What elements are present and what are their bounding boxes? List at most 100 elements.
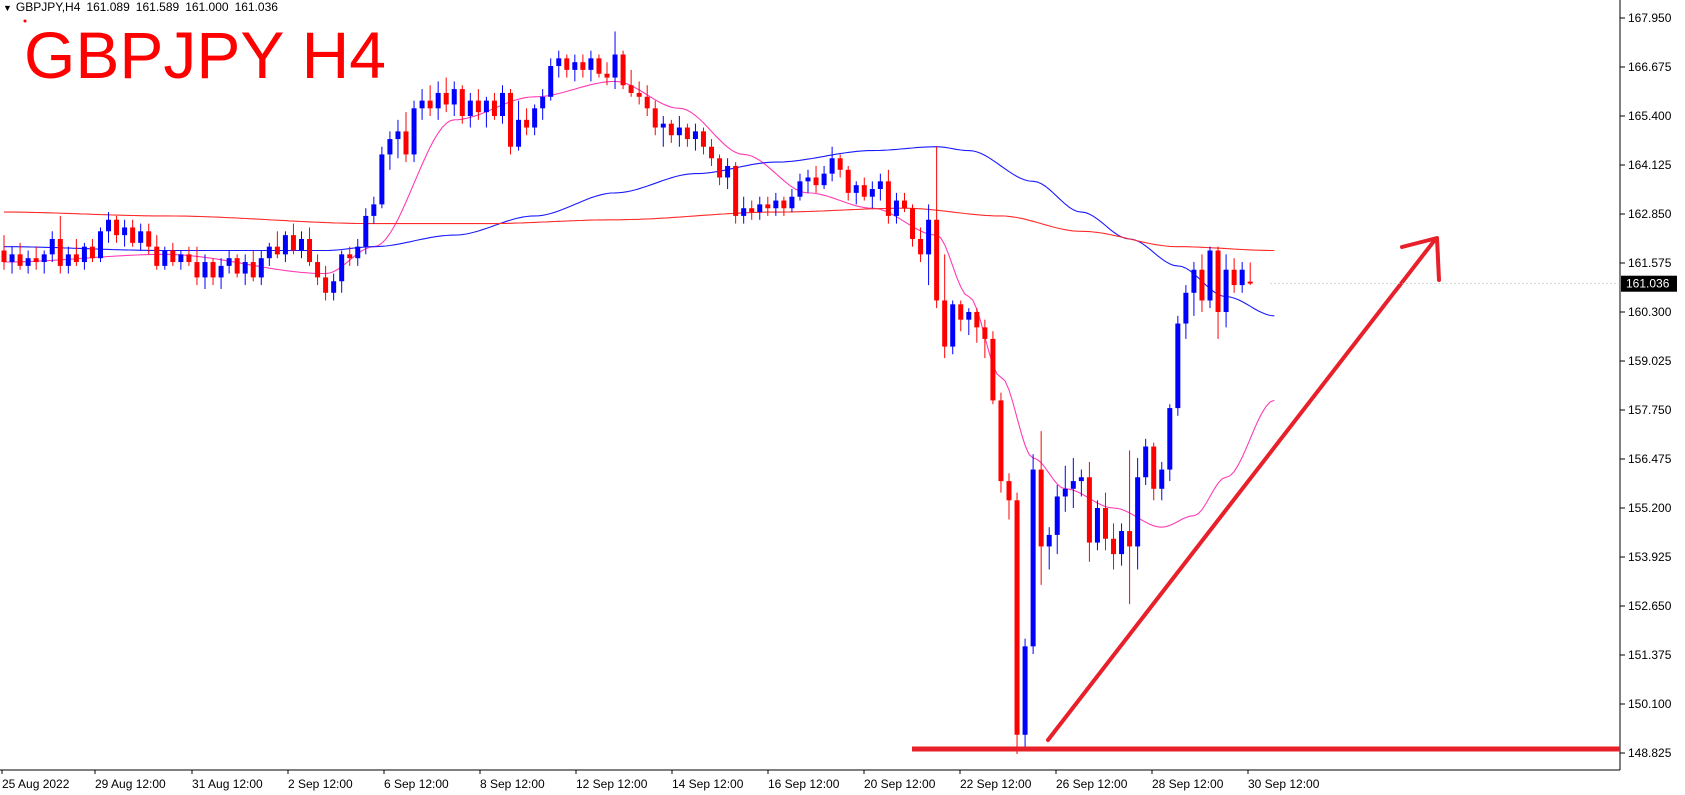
candle bbox=[532, 104, 538, 136]
candle bbox=[789, 189, 795, 213]
candle bbox=[81, 242, 87, 270]
candle-body bbox=[950, 304, 956, 347]
candle bbox=[307, 227, 313, 266]
candle bbox=[363, 208, 369, 255]
candle-body bbox=[548, 66, 554, 97]
candle-body bbox=[781, 200, 787, 209]
candle-body bbox=[741, 208, 747, 216]
candle-body bbox=[218, 265, 224, 278]
candle bbox=[1, 235, 7, 270]
candle-body bbox=[162, 250, 168, 266]
candle bbox=[499, 85, 505, 124]
candle-body bbox=[1215, 250, 1221, 312]
candle-body bbox=[315, 262, 321, 278]
high-value: 161.589 bbox=[135, 0, 180, 14]
candle-body bbox=[443, 92, 449, 105]
candle-body bbox=[395, 131, 401, 140]
candle bbox=[950, 300, 956, 355]
candle-body bbox=[934, 219, 940, 301]
candle bbox=[1062, 465, 1068, 512]
candle-body bbox=[1119, 531, 1125, 555]
candle bbox=[829, 146, 835, 182]
candle-body bbox=[982, 327, 988, 339]
candle-body bbox=[266, 246, 272, 259]
candle bbox=[861, 177, 867, 201]
y-tick-label: 167.950 bbox=[1628, 11, 1672, 25]
candle-body bbox=[998, 400, 1004, 482]
candle bbox=[556, 50, 562, 78]
candle bbox=[170, 242, 176, 266]
candle bbox=[853, 181, 859, 205]
candle bbox=[845, 165, 851, 201]
candle-body bbox=[692, 131, 698, 140]
y-tick-label: 148.825 bbox=[1628, 746, 1672, 760]
candle bbox=[1167, 404, 1173, 482]
candle-body bbox=[966, 312, 972, 320]
candle-body bbox=[805, 177, 811, 182]
candle-body bbox=[57, 238, 63, 266]
y-tick-label: 156.475 bbox=[1628, 452, 1672, 466]
candle bbox=[918, 227, 924, 263]
candle-body bbox=[81, 246, 87, 263]
candle-body bbox=[106, 219, 112, 232]
candle-body bbox=[1135, 477, 1141, 547]
candle-body bbox=[588, 58, 594, 70]
candle bbox=[1239, 262, 1245, 293]
candle-body bbox=[1143, 446, 1149, 478]
candle-body bbox=[41, 254, 47, 263]
candle bbox=[990, 331, 996, 405]
candle bbox=[1215, 246, 1221, 339]
dropdown-triangle-icon[interactable]: ▼ bbox=[3, 3, 12, 13]
candle bbox=[475, 89, 481, 120]
candle-body bbox=[307, 238, 313, 263]
candle bbox=[733, 162, 739, 224]
candle-body bbox=[628, 85, 634, 93]
candle-body bbox=[1191, 269, 1197, 293]
y-tick-label: 155.200 bbox=[1628, 501, 1672, 515]
candle bbox=[122, 219, 128, 247]
candle bbox=[1223, 254, 1229, 328]
candle bbox=[837, 154, 843, 178]
x-tick-label: 2 Sep 12:00 bbox=[288, 777, 353, 791]
candle bbox=[138, 223, 144, 251]
candle-body bbox=[652, 108, 658, 128]
candle bbox=[1046, 527, 1052, 570]
candle bbox=[1191, 262, 1197, 316]
candle-body bbox=[1078, 477, 1084, 482]
candle bbox=[106, 212, 112, 243]
candle bbox=[966, 308, 972, 336]
candle-body bbox=[1239, 269, 1245, 286]
chart-title-annotation[interactable]: GBPJPY H4 bbox=[24, 18, 386, 92]
candle-body bbox=[926, 219, 932, 255]
candle-body bbox=[717, 158, 723, 178]
candle-body bbox=[813, 177, 819, 186]
symbol-info-line: ▼ GBPJPY,H4 161.089 161.589 161.000 161.036 bbox=[3, 0, 278, 14]
candle-body bbox=[829, 158, 835, 174]
candle bbox=[1143, 438, 1149, 485]
candle-body bbox=[564, 58, 570, 70]
candle bbox=[508, 89, 514, 155]
candle bbox=[315, 254, 321, 286]
candle-body bbox=[130, 227, 136, 243]
candle-body bbox=[1014, 500, 1020, 735]
candle bbox=[1006, 473, 1012, 520]
candle bbox=[805, 169, 811, 193]
candle bbox=[700, 127, 706, 155]
candle-body bbox=[861, 185, 867, 197]
candle-body bbox=[1070, 481, 1076, 489]
trend-arrow-shaft bbox=[1046, 239, 1436, 742]
candle bbox=[114, 215, 120, 243]
candle bbox=[1111, 523, 1117, 570]
candle bbox=[1070, 458, 1076, 508]
candle bbox=[49, 231, 55, 263]
moving-average-line-1 bbox=[4, 80, 1275, 528]
candle-body bbox=[901, 200, 907, 209]
candle bbox=[1127, 450, 1133, 605]
candle-body bbox=[1, 250, 7, 263]
candle-body bbox=[636, 92, 642, 97]
candle-body bbox=[298, 238, 304, 251]
candle bbox=[676, 116, 682, 147]
candle-body bbox=[1038, 469, 1044, 547]
